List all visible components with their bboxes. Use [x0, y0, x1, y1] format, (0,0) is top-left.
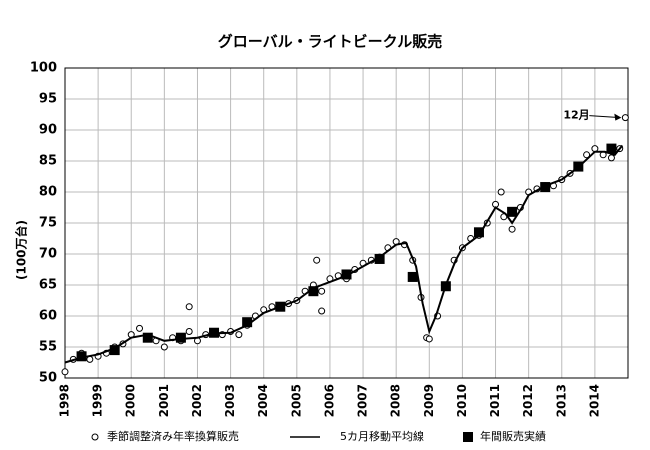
monthly-point — [61, 368, 69, 376]
x-tick-label: 2010 — [455, 384, 469, 417]
monthly-point — [318, 307, 326, 315]
annual-square — [473, 227, 484, 238]
x-tick-label: 1999 — [91, 384, 105, 417]
monthly-point — [313, 256, 321, 264]
annual-square — [76, 351, 87, 362]
plot-frame — [64, 67, 629, 379]
y-axis-label: (100万台) — [14, 220, 29, 280]
monthly-point — [160, 343, 168, 351]
x-tick-label: 2004 — [256, 384, 270, 417]
legend-symbol — [463, 432, 473, 442]
chart-title: グローバル・ライトビークル販売 — [218, 33, 442, 51]
y-tick-label: 80 — [39, 185, 57, 200]
monthly-point — [185, 303, 193, 311]
monthly-point — [621, 114, 629, 122]
annual-square — [341, 269, 352, 280]
annual-square — [242, 317, 253, 328]
annotation-arrowhead — [614, 113, 622, 121]
annual-square — [440, 281, 451, 292]
x-tick-label: 1998 — [58, 384, 72, 417]
monthly-point — [497, 188, 505, 196]
x-tick-label: 2013 — [554, 384, 568, 417]
monthly-point — [185, 328, 193, 335]
legend-label: 5カ月移動平均線 — [340, 429, 424, 443]
legend-symbol — [91, 433, 99, 441]
x-tick-label: 2005 — [289, 384, 303, 417]
y-tick-label: 95 — [39, 92, 57, 107]
x-tick-label: 2012 — [521, 384, 535, 417]
annual-square — [606, 143, 617, 154]
y-tick-label: 65 — [39, 278, 57, 293]
annual-square — [573, 161, 584, 172]
legend-label: 年間販売実績 — [480, 429, 546, 443]
x-tick-label: 2011 — [488, 384, 502, 417]
x-tick-label: 2009 — [422, 384, 436, 417]
annual-square — [507, 206, 518, 217]
x-tick-label: 2003 — [223, 384, 237, 417]
y-tick-label: 75 — [39, 216, 57, 231]
y-tick-label: 90 — [39, 123, 57, 138]
annual-square — [374, 253, 385, 264]
monthly-point — [318, 287, 326, 295]
x-tick-label: 2014 — [587, 384, 601, 417]
monthly-point — [583, 151, 591, 159]
monthly-point — [425, 335, 433, 343]
x-tick-label: 2001 — [157, 384, 171, 417]
x-tick-label: 2006 — [322, 384, 336, 417]
annual-square — [308, 286, 319, 297]
monthly-point — [508, 225, 516, 233]
x-tick-label: 2000 — [124, 384, 138, 417]
y-tick-label: 100 — [30, 61, 57, 76]
annual-square — [540, 182, 551, 193]
annual-square — [175, 332, 186, 343]
annual-square — [209, 327, 220, 338]
monthly-point — [136, 324, 144, 332]
y-tick-label: 55 — [39, 340, 57, 355]
y-tick-label: 70 — [39, 247, 57, 262]
y-tick-label: 50 — [39, 371, 57, 386]
y-tick-label: 60 — [39, 309, 57, 324]
y-tick-label: 85 — [39, 154, 57, 169]
annual-square — [109, 345, 120, 356]
annotation: 12月 — [563, 109, 589, 122]
monthly-point — [607, 154, 615, 162]
annual-square — [142, 332, 153, 343]
annual-square — [407, 271, 418, 282]
annual-square — [275, 301, 286, 312]
monthly-point — [235, 331, 243, 339]
x-tick-label: 2002 — [190, 384, 204, 417]
x-tick-label: 2007 — [356, 384, 370, 417]
x-tick-label: 2008 — [389, 384, 403, 417]
legend-label: 季節調整済み年率換算販売 — [107, 429, 239, 443]
